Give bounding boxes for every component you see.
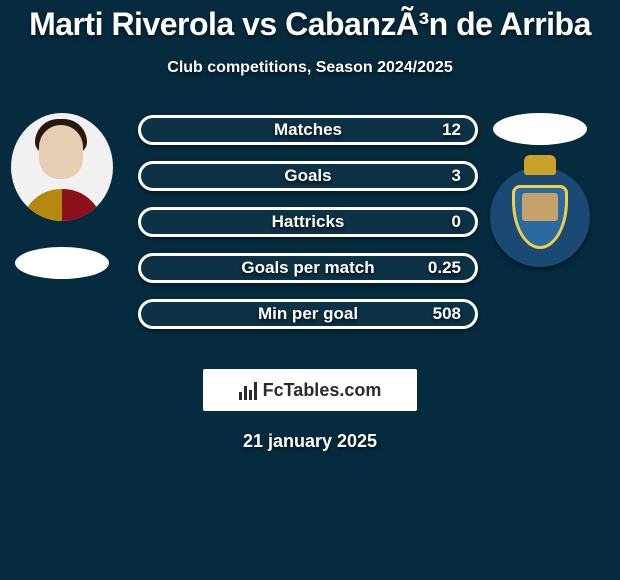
stat-bar: Hattricks 0 (138, 207, 478, 237)
right-column (484, 113, 596, 267)
comparison-card: Marti Riverola vs CabanzÃ³n de Arriba Cl… (0, 0, 620, 580)
stat-label: Min per goal (141, 302, 475, 326)
stat-bar: Goals 3 (138, 161, 478, 191)
date-label: 21 january 2025 (0, 431, 620, 452)
page-title: Marti Riverola vs CabanzÃ³n de Arriba (0, 6, 620, 43)
right-team-logo-placeholder (493, 113, 587, 145)
stat-bar: Min per goal 508 (138, 299, 478, 329)
stat-label: Hattricks (141, 210, 475, 234)
content-area: Matches 12 Goals 3 Hattricks 0 Goals per… (0, 115, 620, 355)
crest-crown-shape (524, 155, 556, 175)
player-head-shape (39, 125, 83, 179)
stat-label: Matches (141, 118, 475, 142)
branding-label: FcTables.com (263, 380, 382, 401)
stat-bar: Goals per match 0.25 (138, 253, 478, 283)
subtitle: Club competitions, Season 2024/2025 (0, 59, 620, 77)
stat-label: Goals per match (141, 256, 475, 280)
player-photo (11, 113, 113, 221)
left-team-logo (15, 247, 109, 279)
stat-label: Goals (141, 164, 475, 188)
stat-bar: Matches 12 (138, 115, 478, 145)
branding-badge: FcTables.com (203, 369, 417, 411)
stats-bars: Matches 12 Goals 3 Hattricks 0 Goals per… (138, 115, 478, 329)
crest-castle-shape (522, 193, 558, 221)
left-column (6, 113, 118, 279)
player-body-shape (21, 189, 103, 221)
club-crest (490, 167, 590, 267)
chart-icon (239, 380, 257, 400)
